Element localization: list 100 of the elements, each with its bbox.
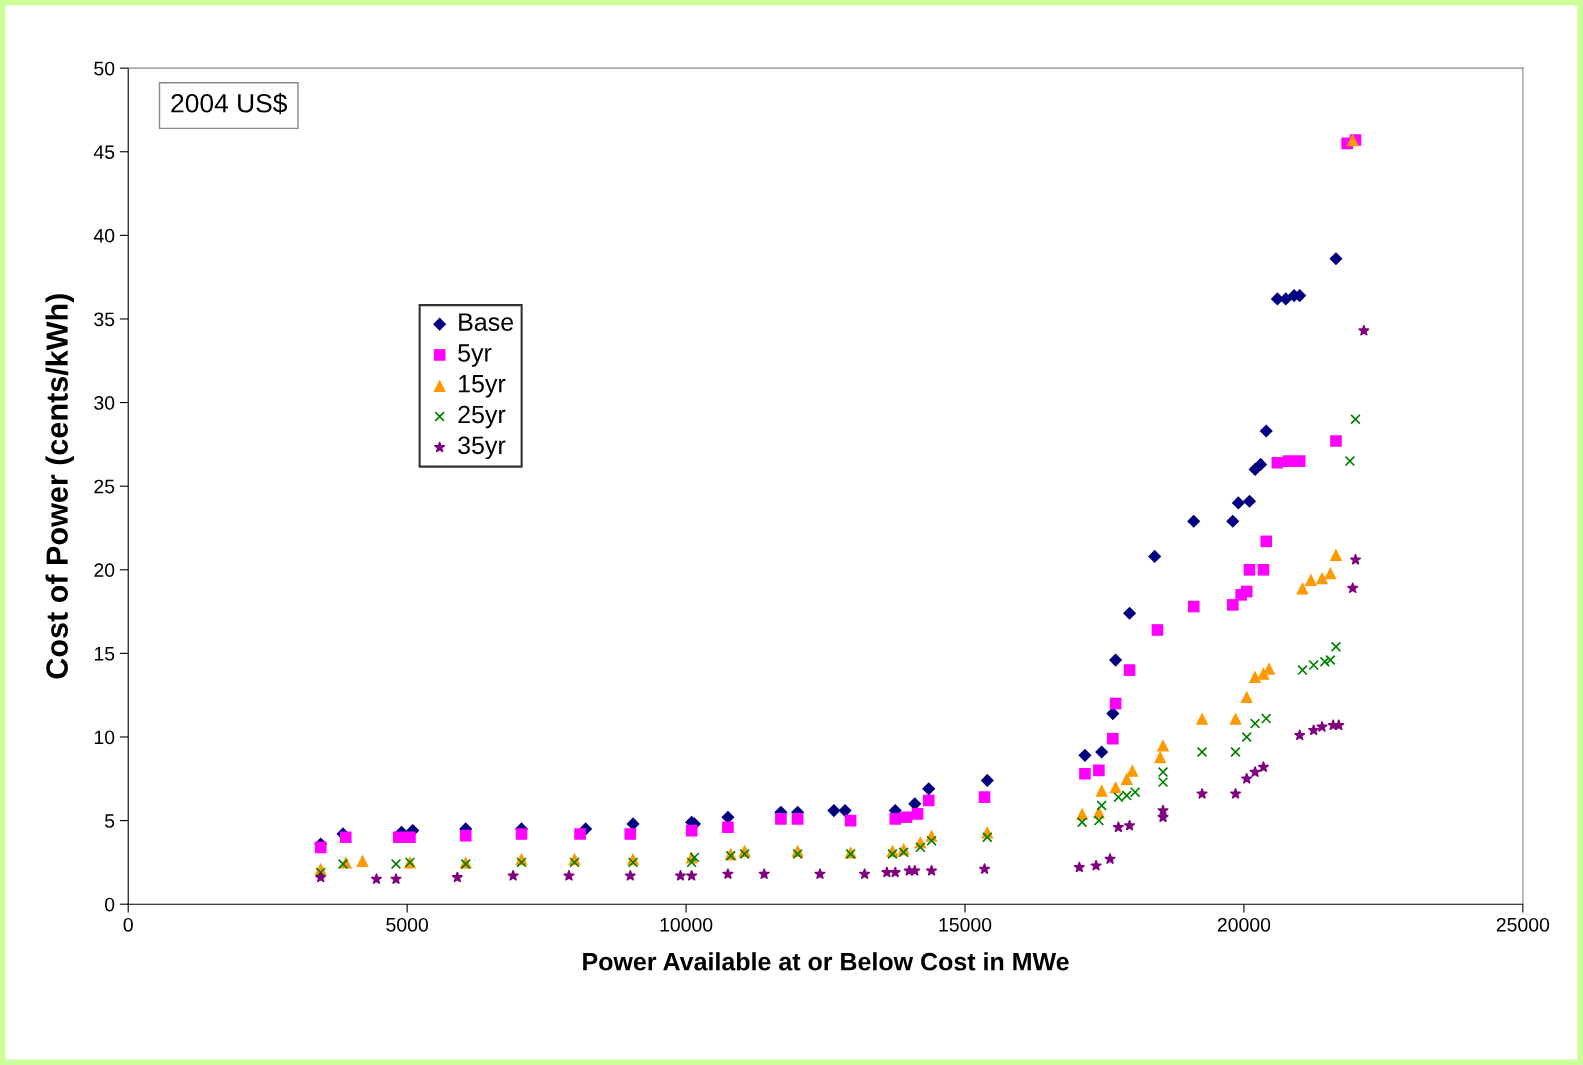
point	[1226, 599, 1239, 611]
point	[1109, 697, 1122, 710]
legend-label: 5yr	[458, 344, 492, 367]
point	[926, 835, 937, 846]
point	[1157, 766, 1169, 778]
point	[980, 773, 994, 788]
point	[1347, 582, 1359, 593]
point	[1304, 573, 1318, 587]
point	[1308, 659, 1319, 671]
point	[314, 841, 327, 854]
point	[390, 873, 402, 884]
point	[844, 814, 857, 827]
point	[390, 858, 402, 870]
point	[1260, 535, 1273, 548]
point	[392, 831, 405, 844]
x-tick-label: 0	[123, 917, 133, 932]
point	[739, 848, 750, 860]
point	[1240, 690, 1253, 704]
point	[1226, 514, 1240, 528]
point	[1282, 455, 1295, 467]
point	[1271, 456, 1284, 469]
y-tick-label: 45	[93, 145, 115, 159]
point	[922, 782, 936, 796]
point	[926, 864, 938, 876]
point	[1248, 670, 1262, 683]
point	[563, 870, 575, 881]
legend-label: Base	[459, 313, 514, 331]
legend-label: 35yr	[458, 436, 506, 460]
point	[814, 868, 826, 879]
y-tick-label: 35	[94, 312, 115, 327]
x-tick-label: 15000	[939, 917, 992, 932]
point	[722, 821, 734, 834]
point	[791, 813, 804, 825]
point	[1241, 731, 1252, 743]
point	[1241, 773, 1253, 784]
point	[624, 870, 636, 881]
point	[1293, 455, 1306, 467]
point	[1350, 414, 1361, 425]
point	[686, 857, 697, 868]
point	[459, 829, 472, 842]
point	[1358, 324, 1370, 336]
x-tick-label: 10000	[660, 917, 713, 932]
point	[1196, 788, 1208, 799]
point	[1112, 821, 1124, 833]
point	[721, 810, 735, 824]
point	[626, 817, 640, 831]
y-tick-label: 10	[94, 730, 115, 745]
point	[1104, 853, 1116, 864]
point	[370, 873, 382, 884]
point	[1093, 815, 1105, 826]
y-tick-label: 0	[104, 897, 115, 912]
point	[1187, 514, 1201, 528]
point	[515, 828, 528, 840]
point	[1122, 606, 1137, 620]
x-tick-label: 20000	[1217, 917, 1271, 932]
y-tick-label: 15	[94, 647, 115, 661]
point	[516, 857, 527, 868]
point	[922, 794, 935, 807]
point	[686, 870, 698, 881]
point	[1242, 494, 1257, 508]
point	[911, 808, 924, 820]
point	[1249, 718, 1261, 729]
point	[1151, 624, 1164, 636]
point	[722, 868, 734, 879]
point	[1157, 776, 1169, 788]
point	[1148, 549, 1162, 563]
point	[758, 868, 770, 879]
point	[1195, 712, 1209, 725]
point	[574, 828, 586, 840]
point	[1123, 664, 1136, 676]
point	[1187, 600, 1200, 613]
point	[1109, 653, 1123, 667]
point	[1079, 767, 1091, 780]
point	[827, 803, 841, 818]
point	[1294, 729, 1306, 741]
point	[1090, 859, 1102, 871]
point	[1324, 566, 1337, 580]
point	[356, 854, 369, 867]
point	[1240, 585, 1253, 598]
point	[1329, 548, 1343, 561]
point	[909, 864, 921, 876]
point	[1073, 861, 1085, 873]
point	[1124, 819, 1136, 831]
y-tick-label: 5	[104, 814, 115, 828]
point	[1157, 804, 1169, 816]
point	[1231, 496, 1245, 510]
point	[1315, 571, 1329, 585]
point	[881, 866, 893, 878]
point	[1230, 788, 1242, 799]
point	[674, 870, 686, 881]
point	[915, 842, 926, 853]
point	[1156, 739, 1170, 752]
point	[569, 857, 580, 868]
point	[627, 857, 639, 868]
point	[685, 824, 698, 837]
point	[1093, 764, 1105, 777]
point	[1109, 780, 1122, 794]
point	[982, 832, 993, 843]
point	[1296, 581, 1309, 595]
point	[1243, 563, 1256, 576]
